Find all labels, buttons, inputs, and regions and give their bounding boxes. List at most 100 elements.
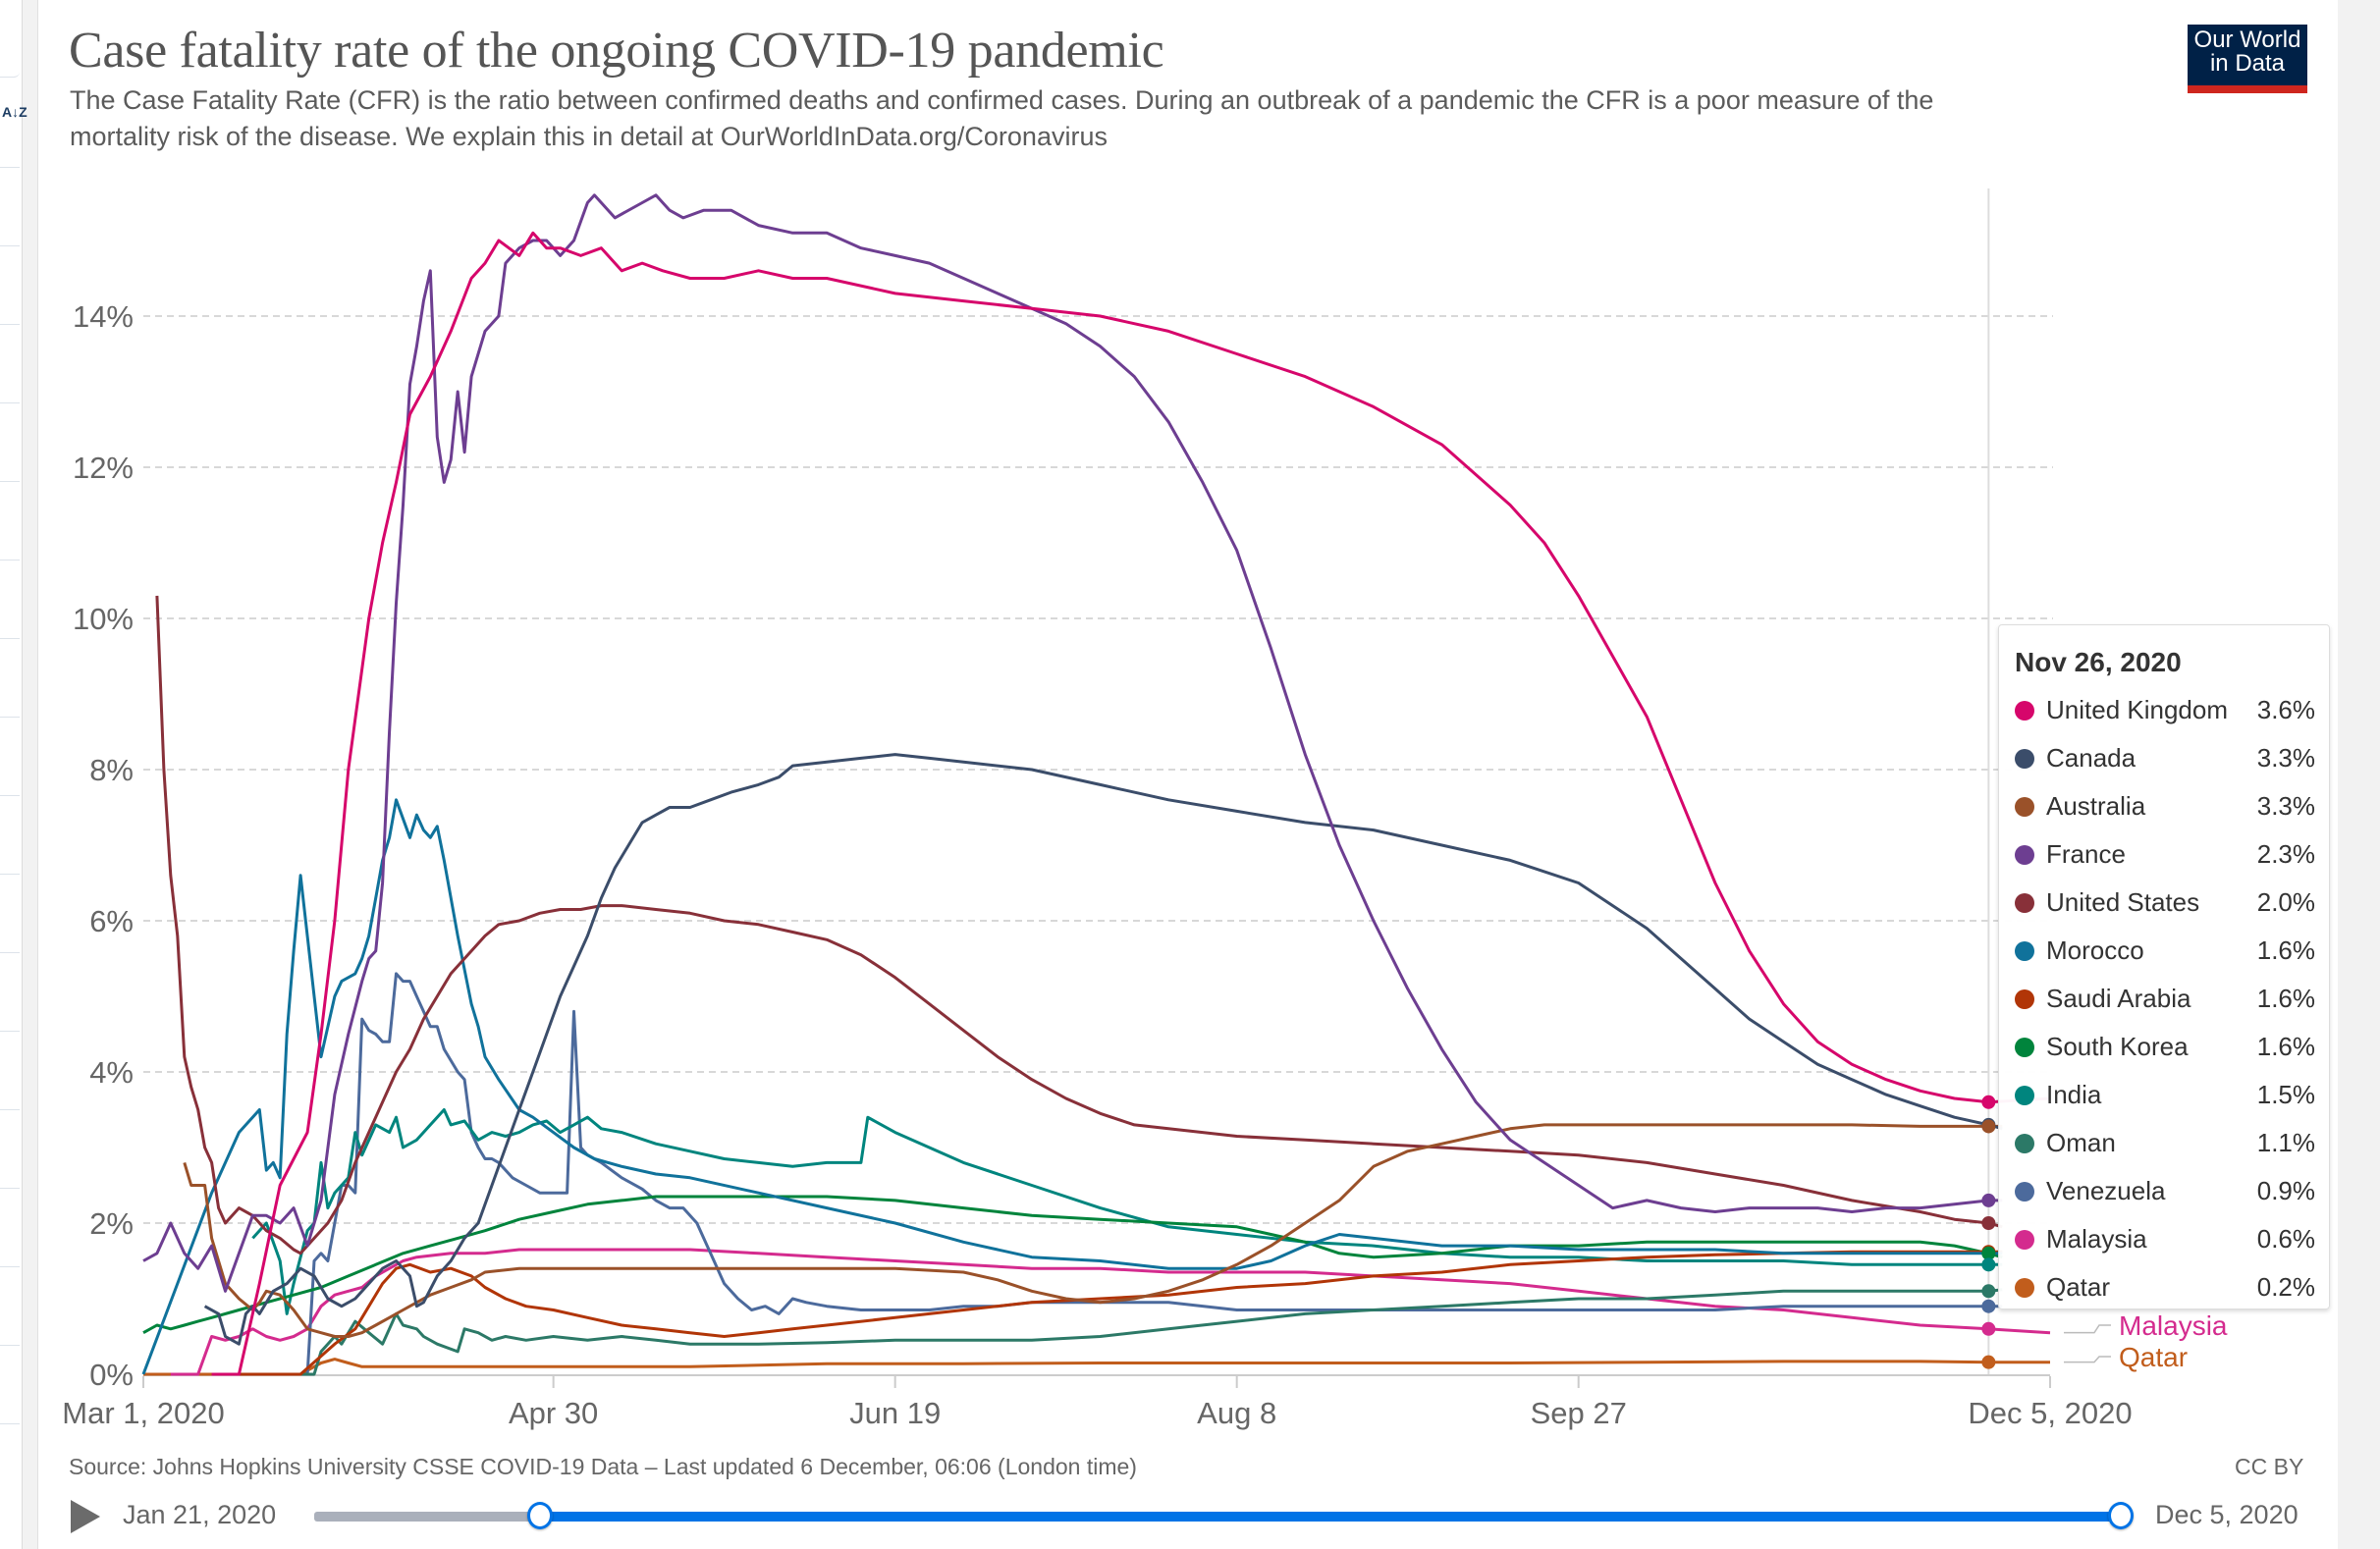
logo-line-2: in Data xyxy=(2209,50,2286,77)
legend-dot-icon xyxy=(2015,748,2034,769)
tooltip-value: 3.6% xyxy=(2256,695,2315,724)
tooltip-row: United Kingdom 3.6% xyxy=(2015,686,2315,734)
legend-dot-icon xyxy=(2015,1133,2034,1153)
series-line-india[interactable] xyxy=(251,1108,2003,1315)
y-tick-label: 4% xyxy=(89,1055,134,1090)
end-label-malaysia[interactable]: Malaysia xyxy=(2119,1310,2228,1341)
tooltip-country: Canada xyxy=(2046,743,2137,773)
sidebar-row[interactable] xyxy=(0,402,20,403)
sidebar-row[interactable] xyxy=(0,1266,20,1267)
sidebar-search-box[interactable] xyxy=(0,0,20,78)
series-line-united-kingdom[interactable] xyxy=(211,231,2051,1376)
sidebar-row[interactable] xyxy=(0,1423,20,1424)
series-line-france[interactable] xyxy=(142,193,2003,1293)
series-line-united-states[interactable] xyxy=(155,595,2003,1255)
timeline-end-handle[interactable] xyxy=(2108,1502,2134,1529)
chart-subtitle: The Case Fatality Rate (CFR) is the rati… xyxy=(70,85,1934,151)
tooltip-country: Malaysia xyxy=(2046,1224,2147,1254)
end-label-qatar[interactable]: Qatar xyxy=(2119,1342,2188,1372)
x-tick-label: Sep 27 xyxy=(1531,1396,1627,1430)
hover-marker-india xyxy=(1981,1257,1996,1272)
source-note[interactable]: Source: Johns Hopkins University CSSE CO… xyxy=(69,1454,1137,1479)
sidebar-row[interactable] xyxy=(0,795,20,796)
tooltip-value: 1.6% xyxy=(2256,935,2315,965)
y-tick-label: 8% xyxy=(89,753,134,787)
tooltip-country: Oman xyxy=(2046,1128,2116,1157)
tooltip-country: Australia xyxy=(2046,791,2146,821)
timeline-start-label: Jan 21, 2020 xyxy=(123,1500,277,1529)
sidebar-row[interactable] xyxy=(0,245,20,246)
tooltip-row: Canada 3.3% xyxy=(2015,734,2315,782)
tooltip-value: 0.2% xyxy=(2256,1272,2315,1302)
tooltip-value: 3.3% xyxy=(2256,791,2315,821)
grid-lines xyxy=(143,315,2053,1376)
tooltip-value: 1.5% xyxy=(2256,1080,2315,1109)
tooltip-row: Qatar 0.2% xyxy=(2015,1263,2315,1311)
legend-dot-icon xyxy=(2015,892,2034,913)
legend-dot-icon xyxy=(2015,1229,2034,1250)
series-line-venezuela[interactable] xyxy=(239,972,2003,1376)
series-line-qatar[interactable] xyxy=(143,1358,2050,1376)
tooltip-value: 1.6% xyxy=(2256,984,2315,1013)
sidebar-row[interactable] xyxy=(0,874,20,875)
series-line-saudi-arabia[interactable] xyxy=(239,1250,2003,1376)
hover-marker-united-states xyxy=(1981,1216,1996,1230)
hover-markers xyxy=(1981,1095,1996,1369)
sidebar-row[interactable] xyxy=(0,1109,20,1110)
sidebar-row[interactable] xyxy=(0,1031,20,1032)
play-button-icon[interactable] xyxy=(71,1500,100,1533)
sidebar-row[interactable] xyxy=(0,952,20,953)
sidebar-row[interactable] xyxy=(0,1188,20,1189)
hover-marker-south-korea xyxy=(1981,1246,1996,1260)
series-line-south-korea[interactable] xyxy=(142,1195,2003,1335)
series-line-morocco[interactable] xyxy=(141,798,2003,1375)
license-link[interactable]: CC BY xyxy=(2235,1454,2304,1479)
series-line-canada[interactable] xyxy=(203,753,2003,1346)
series-lines xyxy=(141,193,2051,1376)
hover-marker-venezuela xyxy=(1981,1299,1996,1313)
sidebar-row[interactable] xyxy=(0,560,20,561)
x-tick-label: Dec 5, 2020 xyxy=(1968,1396,2132,1430)
legend-dot-icon xyxy=(2015,1181,2034,1202)
owid-logo[interactable]: Our World in Data xyxy=(2188,25,2307,93)
hover-marker-oman xyxy=(1981,1284,1996,1299)
tooltip-country: India xyxy=(2046,1080,2102,1109)
sidebar-row[interactable] xyxy=(0,1345,20,1346)
series-line-malaysia[interactable] xyxy=(170,1248,2051,1376)
sidebar-row[interactable] xyxy=(0,638,20,639)
legend-dot-icon xyxy=(2015,1277,2034,1298)
tooltip-country: Venezuela xyxy=(2046,1176,2166,1205)
sidebar-row[interactable] xyxy=(0,167,20,168)
x-tick-label: Mar 1, 2020 xyxy=(62,1396,224,1430)
chart-title: Case fatality rate of the ongoing COVID-… xyxy=(69,23,1164,79)
tooltip-row: India 1.5% xyxy=(2015,1071,2315,1119)
page-background xyxy=(2338,0,2380,1549)
series-line-australia[interactable] xyxy=(183,1123,2003,1338)
tooltip-value: 2.3% xyxy=(2256,839,2315,869)
y-tick-label: 10% xyxy=(73,602,134,636)
hover-marker-malaysia xyxy=(1981,1321,1996,1336)
sidebar-row[interactable] xyxy=(0,717,20,718)
tooltip-value: 1.6% xyxy=(2256,1032,2315,1061)
y-tick-label: 14% xyxy=(73,299,134,334)
legend-dot-icon xyxy=(2015,1037,2034,1057)
hover-marker-australia xyxy=(1981,1119,1996,1134)
y-tick-label: 0% xyxy=(89,1358,134,1392)
tooltip-country: Morocco xyxy=(2046,935,2144,965)
sort-alpha-icon[interactable]: A↓Z xyxy=(2,104,27,120)
sidebar-row[interactable] xyxy=(0,481,20,482)
legend-dot-icon xyxy=(2015,988,2034,1009)
series-line-oman[interactable] xyxy=(252,1288,2003,1376)
sidebar-row[interactable] xyxy=(0,324,20,325)
y-tick-label: 6% xyxy=(89,904,134,938)
tooltip-value: 0.9% xyxy=(2256,1176,2315,1205)
timeline-start-handle[interactable] xyxy=(527,1502,553,1529)
logo-line-1: Our World xyxy=(2193,27,2301,53)
legend-dot-icon xyxy=(2015,1085,2034,1105)
end-label-connector xyxy=(2064,1356,2111,1363)
hover-marker-united-kingdom xyxy=(1981,1095,1996,1109)
tooltip-row: South Korea 1.6% xyxy=(2015,1023,2315,1071)
timeline-selected-range[interactable] xyxy=(540,1512,2121,1522)
